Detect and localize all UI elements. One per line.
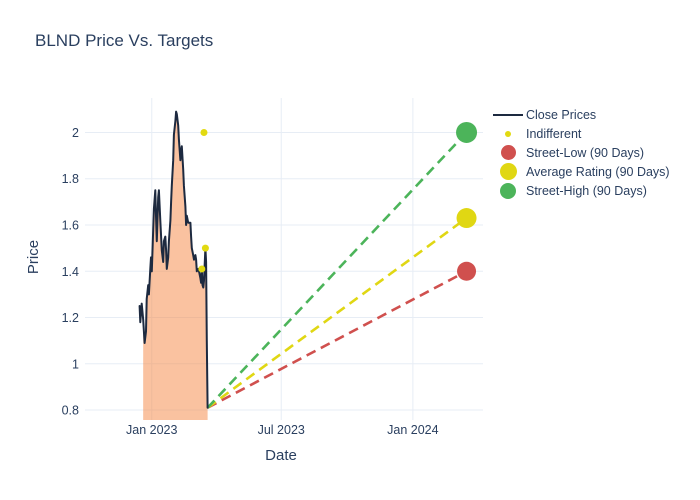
legend-item-close-prices[interactable]: Close Prices <box>490 105 670 124</box>
indifferent-marker <box>200 128 208 136</box>
street-low-dot-swatch-icon <box>490 145 526 160</box>
projection-line-average-rating-days <box>206 217 468 409</box>
x-axis-title: Date <box>265 447 297 464</box>
target-marker-street-high-days <box>456 121 478 143</box>
indifferent-dot-swatch-icon <box>490 130 526 137</box>
indifferent-marker <box>198 265 206 273</box>
x-tick-label: Jan 2024 <box>387 423 438 437</box>
legend-item-label: Close Prices <box>526 107 597 122</box>
y-tick-label: 1.4 <box>62 265 79 279</box>
x-tick-label: Jan 2023 <box>126 423 177 437</box>
chart-title: BLND Price Vs. Targets <box>35 31 214 50</box>
target-marker-street-low-days <box>457 261 477 281</box>
target-marker-average-rating-days <box>456 208 477 229</box>
legend-item-label: Street-High (90 Days) <box>526 183 647 198</box>
y-tick-label: 0.8 <box>62 404 79 418</box>
y-axis-title: Price <box>25 239 42 275</box>
average-rating-dot-swatch-icon <box>490 163 526 180</box>
projection-line-street-low-days <box>206 270 468 409</box>
legend-item-label: Street-Low (90 Days) <box>526 145 645 160</box>
close-prices-line-swatch-icon <box>490 113 526 116</box>
y-tick-label: 1.6 <box>62 218 79 232</box>
close-prices-area <box>143 111 208 420</box>
legend-item-indifferent[interactable]: Indifferent <box>490 124 670 143</box>
legend: Close Prices Indifferent Street-Low (90 … <box>490 105 670 200</box>
y-tick-label: 1.8 <box>62 172 79 186</box>
indifferent-marker <box>201 244 209 252</box>
street-high-dot-swatch-icon <box>490 182 526 199</box>
legend-item-street-high[interactable]: Street-High (90 Days) <box>490 181 670 200</box>
legend-item-street-low[interactable]: Street-Low (90 Days) <box>490 143 670 162</box>
y-tick-label: 2 <box>72 126 79 140</box>
legend-item-label: Average Rating (90 Days) <box>526 164 670 179</box>
projection-line-street-high-days <box>206 131 468 409</box>
x-tick-label: Jul 2023 <box>258 423 305 437</box>
legend-item-label: Indifferent <box>526 126 582 141</box>
y-tick-label: 1 <box>72 357 79 371</box>
y-tick-label: 1.2 <box>62 311 79 325</box>
legend-item-average-rating[interactable]: Average Rating (90 Days) <box>490 162 670 181</box>
